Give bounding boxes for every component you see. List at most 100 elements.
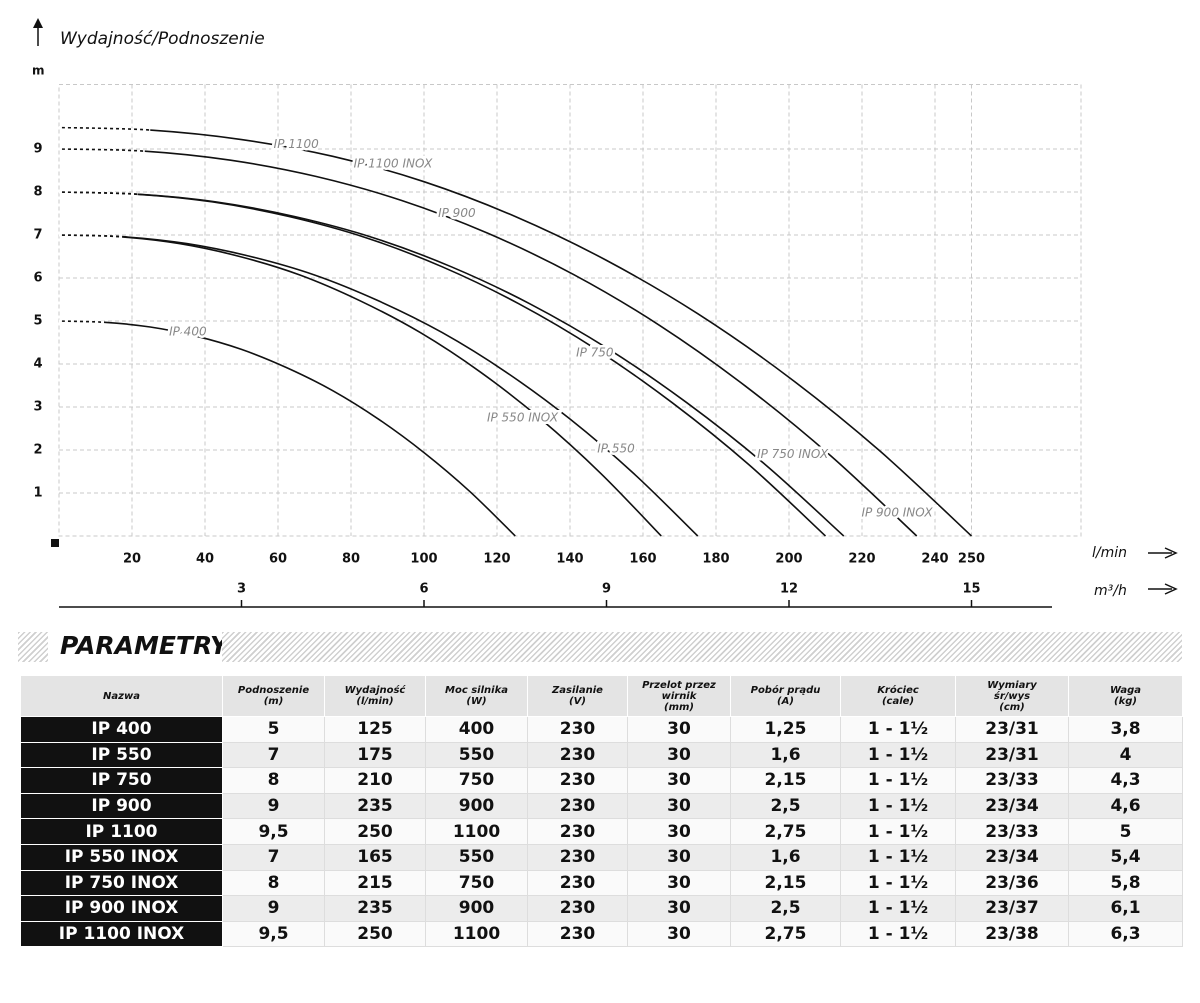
table-cell: 2,5 (730, 792, 841, 820)
y-tick-label: 4 (33, 357, 42, 372)
table-row: IP 1100 9,5 250 1100 230 30 2,75 1 - 1½ 23/33 5 (20, 818, 1183, 845)
table-cell: 1 - 1½ (840, 843, 956, 871)
y-tick-label: 8 (33, 185, 42, 200)
table-cell: 23/31 (955, 741, 1069, 769)
pump-name: IP 1100 INOX (20, 920, 223, 948)
y-tick-label: 2 (33, 443, 42, 458)
table-cell: 1100 (425, 920, 528, 948)
x-tick-label: 240 (921, 552, 948, 567)
x2-axis-label: m³/h (1094, 583, 1127, 599)
hatch (18, 632, 48, 662)
table-cell: 6,1 (1068, 895, 1183, 922)
table-cell: 750 (425, 869, 528, 897)
table-cell: 23/37 (955, 895, 1069, 922)
y-tick-label: 7 (33, 228, 42, 243)
curve-label: IP 750 (576, 345, 614, 359)
x-tick-label: 80 (342, 552, 360, 567)
table-cell: 230 (527, 895, 628, 922)
table-cell: 1 - 1½ (840, 818, 956, 845)
table-cell: 9,5 (222, 920, 325, 948)
pump-curve (58, 234, 699, 537)
table-cell: 30 (627, 741, 731, 769)
x-tick-label: 60 (269, 552, 287, 567)
curve-label: IP 1100 INOX (354, 157, 434, 171)
header-row: Nazwa Podnoszenie (m) Wydajność (l/min) Moc… (20, 675, 1183, 717)
x2-tick-label: 12 (780, 582, 798, 597)
table-cell: 165 (324, 843, 426, 871)
pump-name: IP 900 INOX (20, 895, 223, 922)
column-header: Pobór prądu (A) (730, 675, 841, 717)
curve-label: IP 550 (597, 442, 635, 456)
table-cell: 1 - 1½ (840, 767, 956, 794)
column-header: Wydajność (l/min) (324, 675, 426, 717)
parameter-table: Nazwa Podnoszenie (m) Wydajność (l/min) Moc… (20, 675, 1183, 948)
table-cell: 3,8 (1068, 716, 1183, 743)
section-header: PARAMETRY (0, 628, 1200, 666)
column-header: Przelot przez wirnik (mm) (627, 675, 731, 717)
dash-gap (58, 319, 105, 324)
table-cell: 23/33 (955, 818, 1069, 845)
table-cell: 30 (627, 843, 731, 871)
pump-name: IP 550 (20, 741, 223, 769)
table-cell: 5,8 (1068, 869, 1183, 897)
table-cell: 550 (425, 741, 528, 769)
chart: Wydajność/Podnoszenie m l/min m³/h 12345… (32, 18, 1178, 608)
x-tick-label: 250 (958, 552, 985, 567)
column-header: Podnoszenie (m) (222, 675, 325, 717)
curve-label: IP 900 (438, 206, 476, 220)
table-cell: 1,6 (730, 843, 841, 871)
table-cell: 2,15 (730, 869, 841, 897)
table-cell: 7 (222, 843, 325, 871)
table-cell: 7 (222, 741, 325, 769)
table-cell: 1100 (425, 818, 528, 845)
table-cell: 1 - 1½ (840, 716, 956, 743)
table-row: IP 1100 INOX 9,5 250 1100 230 30 2,75 1 - 1½ 23/… (20, 920, 1183, 948)
column-header: Moc silnika (W) (425, 675, 528, 717)
pump-curve (58, 234, 662, 537)
pump-name: IP 550 INOX (20, 843, 223, 871)
axis-arrow (1148, 547, 1178, 559)
hatch (222, 632, 1182, 662)
curve-label: IP 400 (169, 325, 207, 339)
table-row: IP 550 INOX 7 165 550 230 30 1,6 1 - 1½ 23/34 5,4 (20, 843, 1183, 871)
table-cell: 23/34 (955, 843, 1069, 871)
column-header: Nazwa (20, 675, 223, 717)
table-cell: 900 (425, 792, 528, 820)
y-tick-label: 9 (33, 142, 42, 157)
table-cell: 230 (527, 843, 628, 871)
table-cell: 23/33 (955, 767, 1069, 794)
table-cell: 1,6 (730, 741, 841, 769)
table-cell: 2,75 (730, 920, 841, 948)
table-cell: 1 - 1½ (840, 920, 956, 948)
x-tick-label: 180 (702, 552, 729, 567)
table-cell: 1 - 1½ (840, 741, 956, 769)
table-row: IP 400 5 125 400 230 30 1,25 1 - 1½ 23/31 3,8 (20, 716, 1183, 743)
curve-label: IP 900 INOX (861, 506, 933, 520)
table-cell: 230 (527, 920, 628, 948)
column-header: Zasilanie (V) (527, 675, 628, 717)
table-cell: 1 - 1½ (840, 792, 956, 820)
curve-label: IP 1100 (274, 137, 319, 151)
axis-arrow-head (33, 18, 43, 28)
pump-curve (58, 320, 516, 537)
table-row: IP 550 7 175 550 230 30 1,6 1 - 1½ 23/31 4 (20, 741, 1183, 769)
table-cell: 30 (627, 792, 731, 820)
column-header: Wymiary śr/wys (cm) (955, 675, 1069, 717)
table-cell: 750 (425, 767, 528, 794)
table-cell: 5 (1068, 818, 1183, 845)
table-cell: 30 (627, 869, 731, 897)
table-cell: 210 (324, 767, 426, 794)
table-cell: 230 (527, 767, 628, 794)
y-axis-label: m (32, 64, 45, 78)
table-cell: 1 - 1½ (840, 895, 956, 922)
dash-gap (58, 190, 138, 196)
table-cell: 175 (324, 741, 426, 769)
table-cell: 30 (627, 818, 731, 845)
pump-name: IP 750 INOX (20, 869, 223, 897)
y-tick-label: 3 (33, 400, 42, 415)
curve-label: IP 550 INOX (487, 411, 559, 425)
table-cell: 235 (324, 895, 426, 922)
table-cell: 230 (527, 792, 628, 820)
table-cell: 5,4 (1068, 843, 1183, 871)
